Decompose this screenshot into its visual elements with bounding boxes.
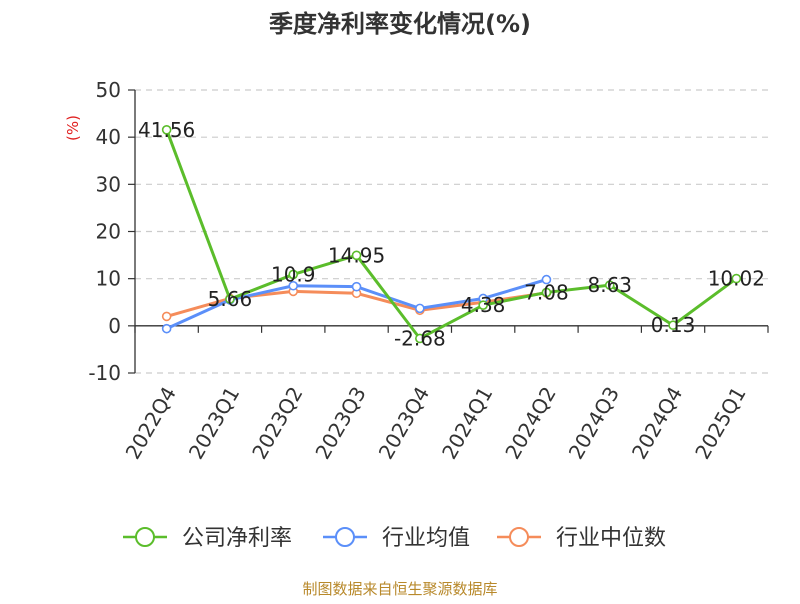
series-lines [161,125,742,344]
data-point[interactable] [288,280,299,291]
legend-marker[interactable] [135,527,155,547]
data-point[interactable] [541,287,552,298]
data-point[interactable] [161,323,172,334]
data-point[interactable] [541,274,552,285]
legend-label[interactable]: 行业中位数 [556,526,666,551]
x-tick-label: 2023Q2 [247,383,307,464]
data-point[interactable] [351,281,362,292]
data-label: 5.66 [208,287,253,311]
x-tick-label: 2024Q3 [564,383,624,464]
data-label: 8.63 [587,273,632,297]
data-point[interactable] [225,294,235,304]
data-point[interactable] [478,300,488,310]
x-tick-label: 2024Q2 [500,383,560,464]
legend-marker[interactable] [509,527,529,547]
data-labels: 41.56 5.66 10.9 14.95 -2.68 4.38 7.08 8.63 0.13 1… [138,118,765,351]
x-tick-label: 2022Q4 [121,383,181,464]
data-label: 10.9 [271,262,316,286]
y-tick-label: 20 [96,220,121,244]
x-tick-label: 2023Q4 [374,383,434,464]
data-label: 14.95 [328,243,385,267]
y-tick-label: -10 [88,361,121,385]
data-point[interactable] [161,125,172,135]
x-tick-label: 2025Q1 [690,383,750,464]
legend-label[interactable]: 公司净利率 [182,526,292,551]
chart-title: 季度净利率变化情况(%) [269,10,531,38]
data-label: 4.38 [461,293,506,317]
data-label: -2.68 [394,326,446,350]
y-tick-label: 0 [108,314,121,338]
legend-marker[interactable] [335,527,355,547]
data-label: 10.02 [708,267,765,291]
y-tick-label: 10 [96,267,121,291]
data-label: 41.56 [138,118,195,142]
data-point[interactable] [731,273,742,284]
source-note: 制图数据来自恒生聚源数据库 [302,580,497,598]
y-tick-label: 30 [96,172,121,196]
x-tick-label: 2023Q1 [184,383,244,464]
data-point[interactable] [668,320,678,331]
data-point[interactable] [604,280,615,290]
y-axis-unit-label: (%) [64,115,82,141]
legend: 公司净利率 行业均值 行业中位数 [123,526,666,551]
data-point[interactable] [161,311,172,322]
data-label: 7.08 [524,280,569,304]
data-point[interactable] [351,250,362,261]
series-line [165,129,738,340]
data-label: 0.13 [651,313,696,337]
data-point[interactable] [288,269,299,280]
x-tick-label: 2024Q4 [627,383,687,464]
legend-label[interactable]: 行业均值 [382,526,470,551]
data-point[interactable] [415,303,425,314]
y-tick-label: 40 [96,125,121,149]
x-tick-label: 2024Q1 [437,383,497,464]
x-tick-label: 2023Q3 [310,383,370,464]
data-point[interactable] [415,333,425,344]
y-tick-label: 50 [96,78,121,102]
